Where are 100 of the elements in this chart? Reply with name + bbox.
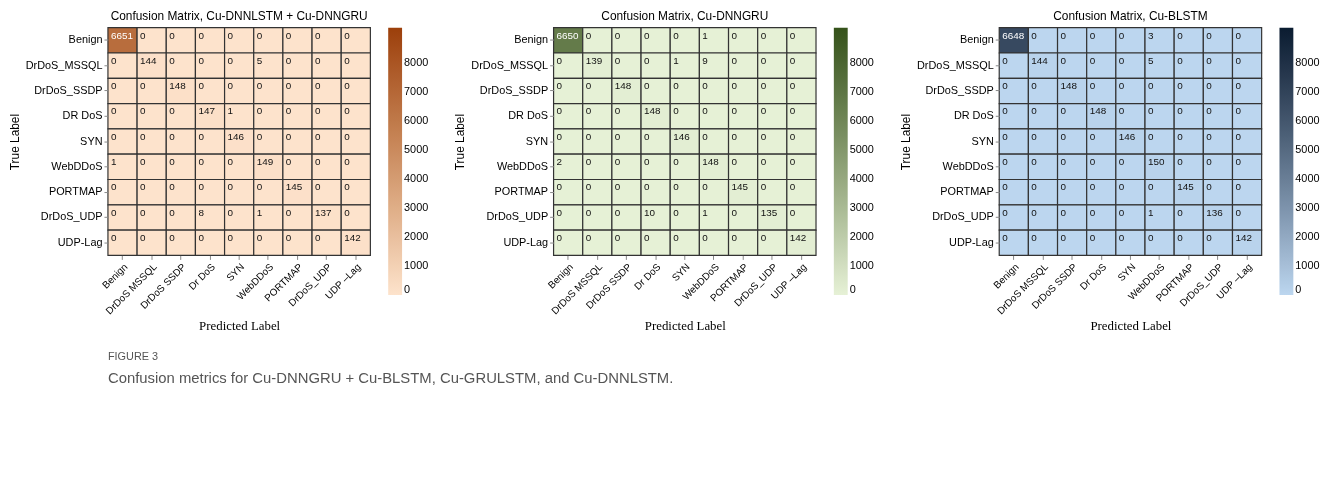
data-label: 0 xyxy=(344,156,351,168)
data-label: 0 xyxy=(760,105,767,117)
data-label: 148 xyxy=(1089,105,1107,117)
color-bar-label: 3000 xyxy=(1295,200,1320,213)
data-label: 0 xyxy=(673,181,680,193)
y-tick-label: DrDoS_MSSQL xyxy=(917,58,994,71)
data-label: 0 xyxy=(1235,130,1242,142)
data-label: 0 xyxy=(110,232,117,244)
y-tick-label: SYN xyxy=(80,134,103,147)
y-tick-label: DrDoS_SSDP xyxy=(479,83,549,96)
data-label: 0 xyxy=(702,80,709,92)
data-label: 0 xyxy=(556,80,563,92)
data-label: 0 xyxy=(227,232,234,244)
data-label: 0 xyxy=(614,206,621,218)
data-label: 0 xyxy=(614,105,621,117)
data-label: 0 xyxy=(1031,232,1038,244)
data-label: 0 xyxy=(1089,29,1096,41)
data-label: 0 xyxy=(140,156,147,168)
data-label: 0 xyxy=(1031,156,1038,168)
data-label: 0 xyxy=(285,80,292,92)
data-label: 142 xyxy=(344,232,361,244)
data-label: 0 xyxy=(1031,80,1038,92)
data-label: 0 xyxy=(110,206,117,218)
data-label: 0 xyxy=(1235,206,1242,218)
data-label: 0 xyxy=(556,181,563,193)
data-label: 148 xyxy=(1060,80,1078,92)
data-label: 0 xyxy=(1235,29,1242,41)
data-label: 0 xyxy=(256,130,263,142)
data-label: 146 xyxy=(673,130,691,142)
data-label: 0 xyxy=(1206,29,1213,41)
y-tick-label: DrDoS_MSSQL xyxy=(25,58,103,71)
y-tick-label: UDP-Lag xyxy=(57,235,103,248)
data-label: 0 xyxy=(110,130,117,142)
color-bar-label: 2000 xyxy=(1295,229,1320,242)
data-label: 0 xyxy=(227,54,234,66)
color-bar-label: 1000 xyxy=(849,258,874,271)
y-tick-label: PORTMAP xyxy=(494,185,549,198)
data-label: 148 xyxy=(644,105,662,117)
data-label: 0 xyxy=(1031,206,1038,218)
data-label: 1 xyxy=(256,206,263,218)
data-label: 0 xyxy=(227,206,234,218)
data-label: 8 xyxy=(198,206,205,218)
data-label: 0 xyxy=(198,130,205,142)
data-label: 0 xyxy=(315,29,322,41)
data-label: 0 xyxy=(1177,156,1184,168)
data-label: 0 xyxy=(110,105,117,117)
data-label: 0 xyxy=(644,181,651,193)
data-label: 0 xyxy=(789,105,796,117)
data-label: 0 xyxy=(760,181,767,193)
data-label: 0 xyxy=(702,105,709,117)
color-bar-label: 2000 xyxy=(404,229,429,242)
data-label: 0 xyxy=(169,156,176,168)
data-label: 0 xyxy=(731,206,738,218)
data-label: 0 xyxy=(644,29,651,41)
data-label: 0 xyxy=(344,80,351,92)
data-label: 135 xyxy=(760,206,778,218)
data-label: 0 xyxy=(1235,156,1242,168)
data-label: 0 xyxy=(1002,181,1009,193)
data-label: 0 xyxy=(227,156,234,168)
data-label: 0 xyxy=(1206,232,1213,244)
data-label: 0 xyxy=(285,54,292,66)
data-label: 0 xyxy=(1147,181,1154,193)
color-bar-label: 2000 xyxy=(849,229,874,242)
data-label: 0 xyxy=(556,232,563,244)
data-label: 0 xyxy=(673,80,680,92)
data-label: 0 xyxy=(1002,232,1009,244)
data-label: 0 xyxy=(169,105,176,117)
chart-title: Confusion Matrix, Cu-DNNGRU xyxy=(601,9,769,24)
data-label: 1 xyxy=(1147,206,1154,218)
data-label: 0 xyxy=(315,156,322,168)
data-label: 0 xyxy=(673,105,680,117)
data-label: 0 xyxy=(789,80,796,92)
data-label: 0 xyxy=(1002,105,1009,117)
color-bar-label: 7000 xyxy=(849,84,874,97)
data-label: 0 xyxy=(731,80,738,92)
y-tick-label: UDP-Lag xyxy=(503,235,549,248)
data-label: 0 xyxy=(585,232,592,244)
data-label: 0 xyxy=(256,232,263,244)
data-label: 0 xyxy=(731,29,738,41)
color-bar-label: 7000 xyxy=(1295,84,1320,97)
data-label: 150 xyxy=(1147,156,1165,168)
data-label: 0 xyxy=(140,80,147,92)
color-bar-label: 1000 xyxy=(1295,258,1320,271)
data-label: 0 xyxy=(315,54,322,66)
data-label: 0 xyxy=(169,206,176,218)
data-label: 0 xyxy=(1118,206,1125,218)
y-tick-label: DrDoS_UDP xyxy=(486,210,549,223)
data-label: 0 xyxy=(1002,130,1009,142)
data-label: 0 xyxy=(344,29,351,41)
data-label: 0 xyxy=(760,232,767,244)
color-bar-label: 6000 xyxy=(1295,113,1320,126)
color-bar-label: 3000 xyxy=(404,200,429,213)
data-label: 0 xyxy=(344,130,351,142)
data-label: 0 xyxy=(760,29,767,41)
data-label: 0 xyxy=(1060,130,1067,142)
data-label: 0 xyxy=(140,232,147,244)
data-label: 0 xyxy=(315,181,322,193)
data-label: 0 xyxy=(1031,29,1038,41)
data-label: 0 xyxy=(731,130,738,142)
y-tick-label: PORTMAP xyxy=(940,185,994,198)
